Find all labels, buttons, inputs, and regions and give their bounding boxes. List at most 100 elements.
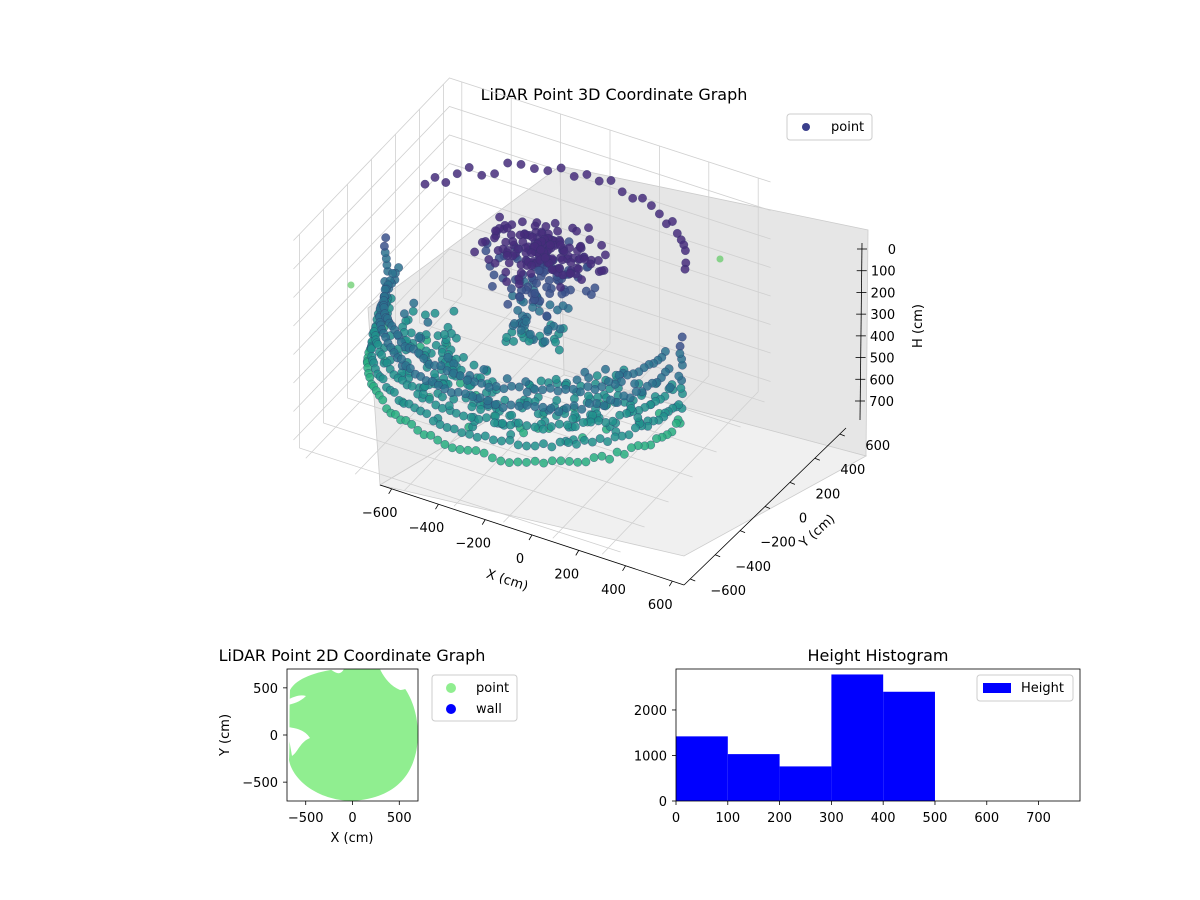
scatter-point-3d (442, 423, 452, 432)
scatter-point-3d (393, 330, 403, 339)
scatter-point-3d (391, 410, 400, 419)
scatter-point-3d (514, 401, 524, 411)
x-tick-label-2d: −500 (288, 811, 324, 826)
y-tick-mark-3d (814, 457, 820, 461)
scatter-point-3d (522, 458, 531, 467)
scatter-point-3d (568, 384, 578, 394)
scatter-point-3d (547, 442, 557, 452)
scatter-point-3d (469, 360, 479, 370)
scatter-point-3d (564, 438, 573, 447)
gap-region-2d (287, 695, 306, 705)
title-2d: LiDAR Point 2D Coordinate Graph (219, 646, 486, 665)
scatter-point-3d (547, 456, 557, 466)
scatter-point-3d (431, 340, 441, 350)
scatter-point-3d (423, 317, 433, 327)
scatter-point-3d (526, 269, 536, 278)
scatter-point-3d (503, 251, 512, 260)
scatter-point-3d (555, 437, 565, 447)
scatter-point-3d (631, 423, 640, 433)
scatter-point-3d (440, 330, 449, 339)
scatter-point-3d (615, 410, 625, 420)
scatter-point-3d (457, 428, 467, 438)
scatter-point-3d (498, 403, 508, 412)
scatter-point-3d (627, 443, 636, 453)
scatter-point-3d (513, 457, 523, 467)
scatter-point-3d (554, 345, 564, 355)
scatter-point-3d (562, 403, 571, 413)
scatter-point-3d (594, 416, 603, 426)
scatter-point-3d (585, 235, 595, 244)
x-tick-label-3d: 200 (554, 567, 579, 582)
scatter-point-3d (513, 244, 523, 254)
scatter-point-3d (506, 420, 515, 430)
scatter-point-3d (414, 348, 423, 358)
y-tick-label-3d: 400 (840, 463, 865, 478)
legend-histogram: Height (976, 674, 1074, 702)
scatter-point-3d (440, 440, 450, 449)
scatter-point-3d (459, 353, 468, 362)
scatter-point-3d (633, 413, 643, 422)
scatter-point-3d (606, 395, 616, 405)
scatter-point-3d (538, 385, 547, 395)
scatter-point-3d (536, 376, 546, 386)
scatter-point-3d (671, 419, 681, 428)
scatter-point-3d (468, 392, 478, 401)
scatter-point-3d (438, 392, 447, 402)
scatter-point-3d (506, 400, 516, 410)
scatter-point-3d (499, 384, 509, 394)
scatter-point-3d (509, 337, 518, 346)
scatter-point-3d (556, 456, 566, 466)
scatter-point-3d (672, 229, 682, 238)
scatter-point-3d (472, 432, 482, 442)
scatter-point-3d (674, 400, 684, 409)
scatter-point-3d (463, 445, 473, 455)
plot-2d: LiDAR Point 2D Coordinate Graph −500 0 500… (218, 646, 518, 846)
scatter-point-3d (507, 410, 517, 420)
scatter-point-3d (488, 453, 497, 463)
scatter-point-3d (481, 246, 491, 256)
scatter-point-3d (489, 435, 498, 445)
scatter-point-3d (675, 341, 685, 351)
y-axis-label-2d: Y (cm) (218, 714, 233, 757)
x-tick-mark-3d (435, 504, 439, 510)
scatter-point-3d (461, 389, 470, 399)
x-tick-label-3d: 400 (601, 583, 626, 598)
scatter-point-3d (430, 308, 440, 318)
scatter-point-3d (482, 413, 491, 423)
scatter-point-3d (425, 394, 434, 404)
scatter-point-3d (378, 374, 388, 384)
scatter-point-3d (397, 354, 406, 364)
scatter-point-3d (516, 268, 526, 278)
y-tick-mark-3d (715, 554, 721, 558)
legend-marker-point-2d (446, 683, 456, 693)
scatter-point-3d (655, 209, 664, 219)
scatter-point-3d (515, 292, 525, 302)
scatter-point-3d (612, 447, 622, 457)
scatter-point-3d (413, 425, 423, 435)
scatter-point-3d (474, 414, 484, 424)
scatter-point-3d (390, 388, 399, 397)
x-ticks-histogram: 0 100 200 300 400 500 600 700 (672, 801, 1051, 826)
scatter-point-3d (572, 226, 581, 236)
scatter-point-3d (504, 258, 514, 268)
scatter-point-3d (453, 387, 463, 397)
scatter-point-3d (530, 422, 540, 432)
scatter-point-3d (539, 458, 549, 468)
scatter-point-3d (441, 178, 451, 187)
scatter-point-3d (543, 166, 553, 176)
legend-marker-point-3d (802, 123, 810, 131)
legend-box-histogram (976, 674, 1074, 702)
scatter-point-3d (580, 255, 590, 264)
scatter-point-3d (539, 439, 548, 449)
grid-line (293, 163, 771, 327)
scatter-point-3d (674, 371, 684, 381)
histogram-bar (779, 766, 832, 801)
y-tick-label-3d: 200 (816, 487, 841, 502)
scatter-point-3d (530, 402, 540, 411)
scatter-point-3d (420, 179, 430, 189)
scatter-point-3d (479, 448, 489, 458)
scatter-point-3d (459, 411, 468, 421)
x-tick-label-3d: −200 (455, 537, 491, 552)
legend-marker-height (983, 683, 1011, 693)
